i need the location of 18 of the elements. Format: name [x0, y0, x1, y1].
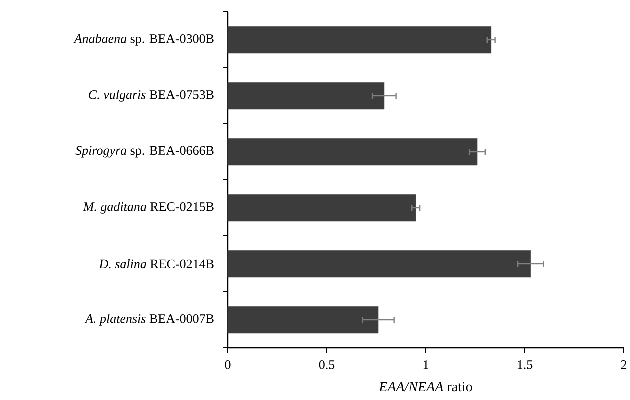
x-tick-label: 0: [225, 360, 231, 370]
x-tick-label: 0.5: [319, 360, 335, 370]
bar: [228, 250, 532, 278]
x-tick-label: 1.5: [518, 360, 533, 370]
bar: [228, 138, 478, 166]
bar: [228, 82, 385, 110]
bar: [228, 26, 492, 54]
y-tick-label: D. salina REC-0214B: [99, 259, 214, 269]
y-tick-label: A. platensis BEA-0007B: [84, 314, 214, 326]
y-tick-label: C. vulgaris BEA-0753B: [89, 90, 214, 102]
x-axis-title: EAA/NEAA ratio: [378, 382, 472, 392]
x-tick-label: 2: [621, 360, 627, 370]
bar: [228, 194, 416, 222]
bar: [228, 306, 379, 334]
x-tick-label: 1: [424, 360, 428, 370]
y-tick-label: Anabaena sp. BEA-0300B: [74, 34, 214, 46]
y-tick-label: M. gaditana REC-0215B: [83, 202, 214, 214]
y-tick-label: Spirogyra sp. BEA-0666B: [76, 146, 214, 158]
